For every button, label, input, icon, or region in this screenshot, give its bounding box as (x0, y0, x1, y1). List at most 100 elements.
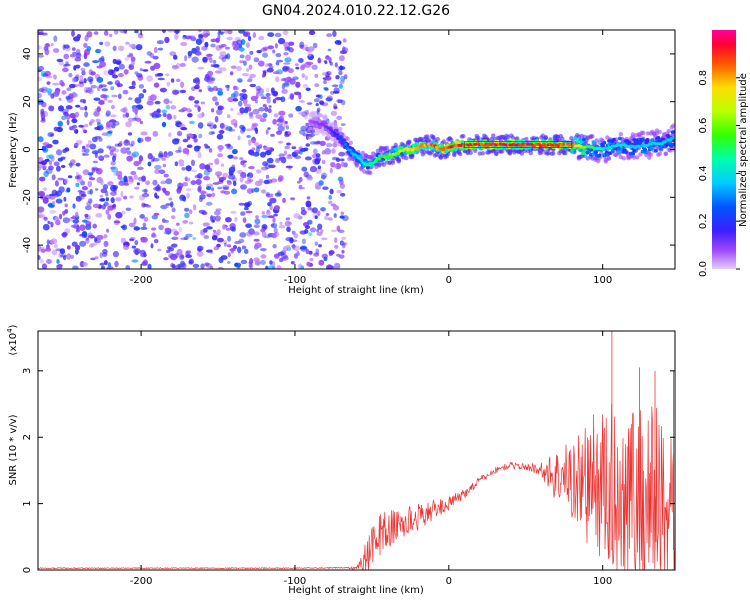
heatmap-cell (337, 40, 342, 46)
heatmap-cell (323, 60, 327, 63)
heatmap-cell (411, 150, 416, 155)
heatmap-cell (53, 35, 58, 42)
heatmap-cell (261, 231, 267, 238)
heatmap-cell (258, 35, 265, 41)
heatmap-cell (245, 42, 250, 48)
heatmap-cell (276, 130, 282, 135)
heatmap-cell (345, 136, 350, 142)
heatmap-cell (272, 244, 277, 249)
heatmap-cell (240, 184, 247, 190)
heatmap-cell (99, 262, 105, 266)
heatmap-cell (341, 236, 347, 241)
heatmap-cell (298, 111, 306, 115)
heatmap-cell (141, 175, 147, 182)
heatmap-cell (309, 227, 317, 233)
heatmap-cell (267, 108, 272, 114)
heatmap-cell (134, 240, 139, 246)
heatmap-cell (321, 150, 326, 155)
heatmap-cell (175, 120, 182, 124)
heatmap-cell (169, 100, 173, 104)
heatmap-cell (39, 258, 44, 264)
heatmap-cell (338, 83, 343, 89)
heatmap-cell (340, 75, 346, 82)
heatmap-cell (253, 224, 260, 229)
snr-x-ticks: -200 -100 0 100 (130, 331, 612, 587)
heatmap-cell (127, 117, 135, 122)
heatmap-cell (322, 72, 327, 76)
heatmap-cell (123, 69, 129, 75)
heatmap-cell (108, 130, 113, 134)
heatmap-cell (105, 124, 112, 130)
heatmap-cell (616, 147, 621, 151)
heatmap-cell (198, 34, 204, 39)
heatmap-cell (194, 77, 200, 83)
heatmap-cell (282, 66, 289, 72)
heatmap-cell (220, 43, 227, 48)
heatmap-cell (109, 150, 114, 156)
heatmap-cell (200, 101, 205, 105)
heatmap-cell (305, 200, 312, 207)
heatmap-cell (190, 36, 197, 42)
heatmap-cell (230, 247, 234, 254)
heatmap-cell (253, 238, 260, 242)
heatmap-cell (118, 63, 125, 70)
heatmap-cell (48, 160, 53, 166)
heatmap-cell (295, 105, 302, 112)
heatmap-cell (276, 123, 284, 127)
heatmap-cell (645, 139, 650, 144)
heatmap-cell (315, 156, 322, 163)
heatmap-cell (63, 196, 67, 202)
heatmap-cell (215, 171, 223, 177)
heatmap-cell (607, 139, 612, 143)
heatmap-cell (270, 133, 275, 137)
heatmap-cell (58, 97, 62, 101)
heatmap-cell (164, 36, 170, 44)
heatmap-cell (120, 147, 128, 154)
heatmap-cell (254, 242, 262, 248)
heatmap-cell (269, 198, 277, 204)
heatmap-cell (195, 83, 200, 88)
heatmap-cell (114, 143, 119, 147)
heatmap-cell (331, 148, 336, 154)
heatmap-cell (64, 209, 69, 214)
heatmap-cell (275, 97, 283, 101)
heatmap-cell (255, 215, 259, 219)
heatmap-cell (300, 125, 308, 132)
heatmap-cell (283, 52, 289, 56)
heatmap-cell (300, 206, 306, 211)
heatmap-cell (199, 163, 206, 170)
heatmap-cell (214, 101, 219, 106)
heatmap-cell (40, 108, 45, 115)
heatmap-cell (359, 159, 364, 162)
heatmap-cell (671, 123, 675, 128)
heatmap-cell (521, 139, 526, 143)
heatmap-cell (635, 155, 640, 160)
heatmap-cell (79, 224, 86, 231)
heatmap-cell (66, 253, 72, 260)
heatmap-cell (171, 215, 176, 220)
heatmap-cell (319, 100, 325, 105)
heatmap-cell (193, 138, 198, 143)
heatmap-cell (206, 167, 213, 173)
heatmap-cell (78, 196, 85, 200)
heatmap-cell (333, 123, 338, 128)
heatmap-cell (299, 44, 304, 49)
heatmap-cell (306, 261, 311, 267)
heatmap-cell (83, 129, 88, 134)
heatmap-cell (321, 172, 328, 179)
heatmap-cell (192, 204, 197, 211)
heatmap-cell (293, 149, 301, 154)
heatmap-cell (49, 209, 57, 214)
x-tick-label: -200 (130, 275, 153, 286)
heatmap-cell (181, 107, 188, 112)
heatmap-cell (165, 178, 173, 185)
heatmap-cell (233, 180, 237, 187)
heatmap-cell (113, 66, 120, 72)
heatmap-cell (96, 65, 103, 69)
heatmap-cell (106, 228, 110, 233)
heatmap-cell (212, 96, 218, 102)
heatmap-cell (103, 234, 108, 239)
heatmap-cell (38, 54, 45, 58)
heatmap-cell (87, 140, 92, 145)
heatmap-cell (103, 30, 109, 36)
